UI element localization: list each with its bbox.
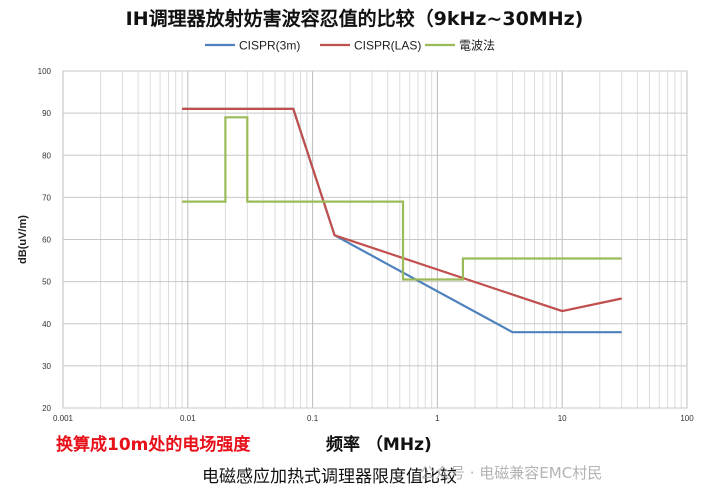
- legend-label-1: CISPR(3m): [239, 39, 300, 53]
- x-tick-label: 100: [680, 414, 694, 423]
- legend: CISPR(3m) CISPR(LAS) 電波法: [205, 39, 495, 53]
- y-tick-label: 50: [42, 278, 51, 287]
- conversion-note: 换算成10m处的电场强度: [56, 435, 251, 455]
- y-tick-label: 100: [38, 67, 52, 76]
- x-axis-label: 频率 （MHz): [326, 435, 432, 455]
- grid-lines: [62, 70, 687, 409]
- x-axis-ticks: 0.001 0.01 0.1 1 10 100: [53, 414, 694, 423]
- x-tick-label: 1: [435, 414, 440, 423]
- x-tick-label: 0.1: [307, 414, 319, 423]
- chart-title: IH调理器放射妨害波容忍值的比较（9kHz~30MHz): [125, 8, 584, 30]
- y-tick-label: 30: [42, 362, 51, 371]
- x-tick-label: 0.001: [53, 414, 74, 423]
- legend-label-3: 電波法: [459, 39, 495, 53]
- x-tick-label: 10: [558, 414, 567, 423]
- y-tick-label: 70: [42, 193, 51, 202]
- y-tick-label: 40: [42, 320, 51, 329]
- y-tick-label: 90: [42, 109, 51, 118]
- y-axis-ticks: 20 30 40 50 60 70 80 90 100: [38, 67, 52, 413]
- series-layer: [182, 107, 622, 334]
- y-tick-label: 60: [42, 236, 51, 245]
- x-tick-label: 0.01: [180, 414, 196, 423]
- y-tick-label: 20: [42, 404, 51, 413]
- y-tick-label: 80: [42, 151, 51, 160]
- series-line-2: [182, 107, 622, 313]
- y-axis-label: dB(uV/m): [17, 215, 29, 264]
- series-line-3: [182, 116, 622, 281]
- legend-label-2: CISPR(LAS): [354, 39, 421, 53]
- figure-caption: 电磁感应加热式调理器限度值比较: [202, 467, 457, 487]
- watermark: 公众号 · 电磁兼容EMC村民: [420, 464, 603, 482]
